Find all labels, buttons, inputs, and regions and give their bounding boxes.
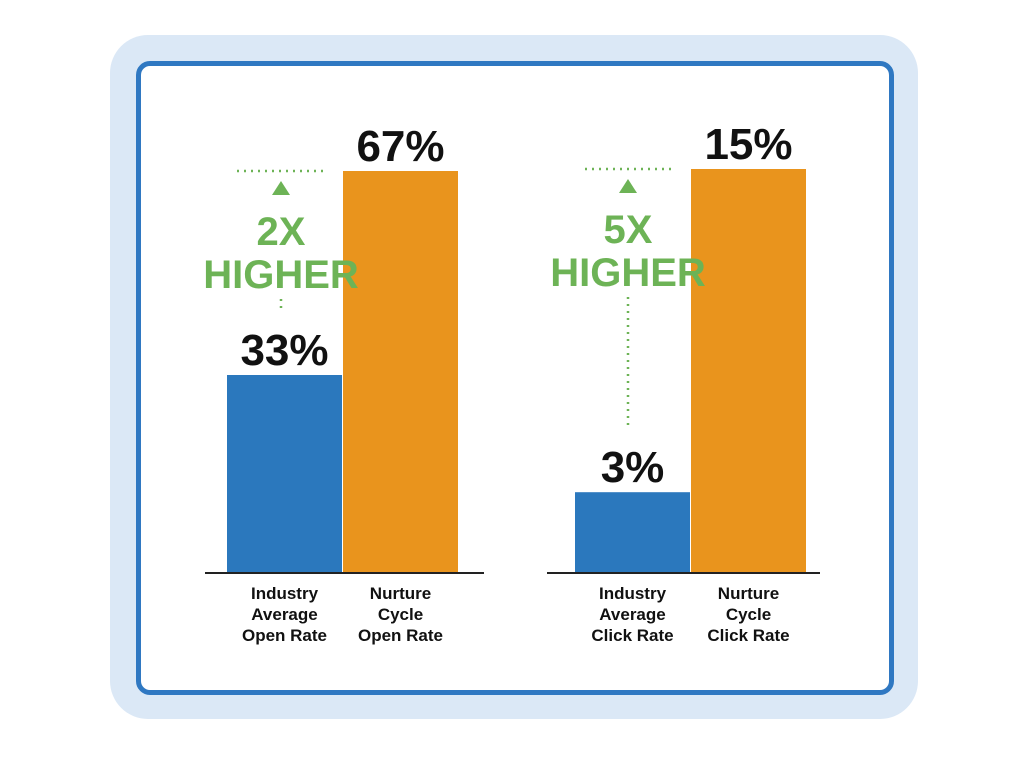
category-label-industry-line-1-chart-1: Industry <box>251 584 319 603</box>
category-label-nurture-line-2-chart-2: Cycle <box>726 605 771 624</box>
category-label-nurture-line-1-chart-1: Nurture <box>370 584 431 603</box>
bar-nurture-chart-1 <box>343 171 458 573</box>
category-label-nurture-line-3-chart-2: Click Rate <box>707 626 789 645</box>
up-arrow-icon-chart-2 <box>619 179 637 193</box>
category-label-industry-line-3-chart-1: Open Rate <box>242 626 327 645</box>
multiplier-value-chart-1: 2X <box>257 210 306 254</box>
category-label-nurture-line-1-chart-2: Nurture <box>718 584 779 603</box>
value-label-industry-chart-1: 33% <box>240 326 328 375</box>
value-label-nurture-chart-2: 15% <box>704 120 792 169</box>
multiplier-word-chart-2: HIGHER <box>550 251 706 295</box>
category-label-industry-line-2-chart-1: Average <box>251 605 317 624</box>
value-label-nurture-chart-1: 67% <box>356 122 444 171</box>
value-label-industry-chart-2: 3% <box>601 443 665 492</box>
category-label-industry-line-2-chart-2: Average <box>599 605 665 624</box>
category-label-nurture-line-3-chart-1: Open Rate <box>358 626 443 645</box>
category-label-nurture-line-2-chart-1: Cycle <box>378 605 423 624</box>
bar-industry-chart-1 <box>227 375 342 573</box>
bar-industry-chart-2 <box>575 492 690 573</box>
category-label-industry-line-3-chart-2: Click Rate <box>591 626 673 645</box>
multiplier-word-chart-1: HIGHER <box>203 253 359 297</box>
category-label-industry-line-1-chart-2: Industry <box>599 584 667 603</box>
up-arrow-icon-chart-1 <box>272 181 290 195</box>
multiplier-value-chart-2: 5X <box>604 208 653 252</box>
bar-nurture-chart-2 <box>691 169 806 573</box>
